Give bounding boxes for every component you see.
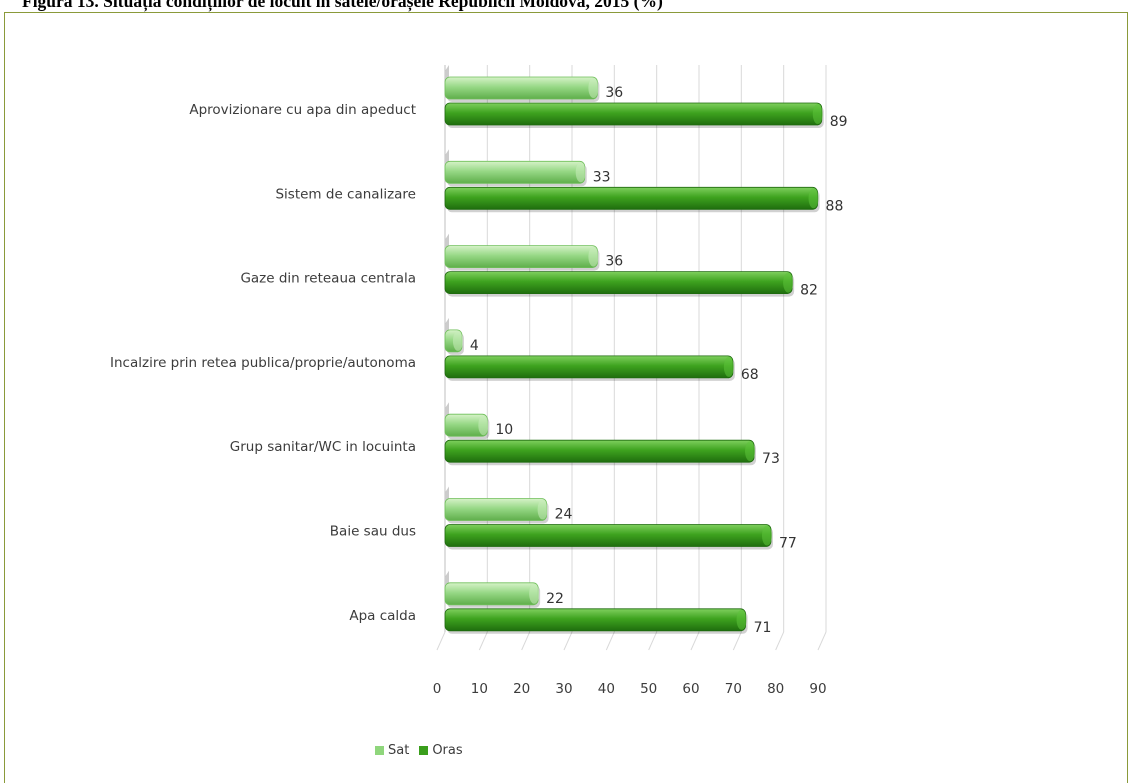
bar-cap	[588, 78, 599, 98]
bar-oras	[444, 524, 772, 547]
data-label: 82	[800, 283, 818, 299]
category-label: Baie sau dus	[330, 524, 416, 540]
data-label: 89	[830, 114, 848, 130]
gridline-floor	[563, 631, 573, 651]
x-tick-label: 40	[598, 681, 615, 697]
data-label: 36	[605, 254, 623, 270]
gridline-floor	[436, 631, 446, 651]
bar-oras	[444, 439, 755, 463]
category-label: Gaze din reteaua centrala	[240, 271, 416, 287]
bar-cap	[783, 272, 794, 293]
bar-sat	[444, 498, 547, 521]
figure-title: Figura 13. Situația condițiilor de locui…	[22, 0, 663, 11]
bar-cap	[529, 583, 540, 604]
bar-sat	[444, 245, 598, 269]
gridline-floor	[817, 631, 827, 651]
x-tick-label: 90	[809, 681, 826, 697]
data-label: 33	[593, 169, 611, 185]
x-tick-label: 10	[471, 681, 488, 697]
data-label: 73	[762, 451, 780, 467]
data-label: 68	[741, 367, 759, 383]
data-label: 10	[495, 422, 513, 438]
data-label: 88	[826, 198, 844, 214]
data-label: 71	[754, 620, 772, 636]
x-tick-label: 20	[513, 681, 530, 697]
bar-cap	[761, 525, 772, 546]
labels: 0 10 20 30 40 50 60 70 80 90 Aprovizionare cu apa …	[110, 85, 848, 697]
gridline-floor	[690, 631, 700, 651]
x-tick-label: 0	[433, 681, 442, 697]
bar-oras	[444, 608, 746, 632]
gridline-floor	[605, 631, 615, 651]
bar-oras	[444, 186, 818, 210]
gridline-floor	[648, 631, 658, 651]
bar-cap	[808, 188, 819, 209]
bar-oras	[444, 355, 734, 379]
gridline-floor	[521, 631, 531, 651]
chart-frame	[4, 12, 1128, 783]
data-label: 4	[470, 338, 479, 354]
legend-swatch-sat	[375, 746, 384, 755]
data-label: 24	[555, 507, 573, 523]
bar-oras	[444, 271, 793, 295]
bar-cap	[588, 246, 599, 267]
bars	[444, 65, 824, 634]
bar-sat	[444, 76, 598, 100]
gridline-floor	[775, 631, 785, 651]
x-tick-label: 50	[640, 681, 657, 697]
legend-swatch-oras	[419, 746, 429, 755]
legend-label-oras: Oras	[432, 743, 463, 758]
category-label: Aprovizionare cu apa din apeduct	[189, 102, 416, 118]
category-label: Apa calda	[349, 608, 416, 624]
x-tick-label: 70	[725, 681, 742, 697]
legend-label-sat: Sat	[388, 743, 410, 758]
gridline-floor	[732, 631, 742, 651]
bar-oras	[444, 102, 823, 126]
bar-cap	[575, 162, 586, 183]
x-tick-label: 30	[555, 681, 572, 697]
legend: Sat Oras	[375, 743, 463, 758]
bar-sat	[444, 582, 539, 606]
bar-cap	[812, 104, 823, 124]
bar-sat	[444, 160, 586, 184]
legend-item-oras: Oras	[419, 743, 463, 758]
bar-cap	[723, 356, 734, 377]
bar-cap	[745, 441, 756, 462]
x-tick-label: 80	[767, 681, 784, 697]
data-label: 36	[605, 85, 623, 101]
bar-cap	[452, 330, 463, 351]
data-label: 77	[779, 536, 797, 552]
x-tick-label: 60	[682, 681, 699, 697]
bar-cap	[537, 499, 548, 520]
bar-cap	[736, 609, 747, 630]
data-label: 22	[546, 591, 564, 607]
legend-item-sat: Sat	[375, 743, 409, 758]
category-label: Incalzire prin retea publica/proprie/aut…	[110, 355, 416, 371]
gridline-floor	[478, 631, 488, 651]
category-label: Sistem de canalizare	[275, 186, 416, 202]
bar-cap	[478, 415, 489, 436]
category-label: Grup sanitar/WC in locuinta	[230, 439, 416, 455]
